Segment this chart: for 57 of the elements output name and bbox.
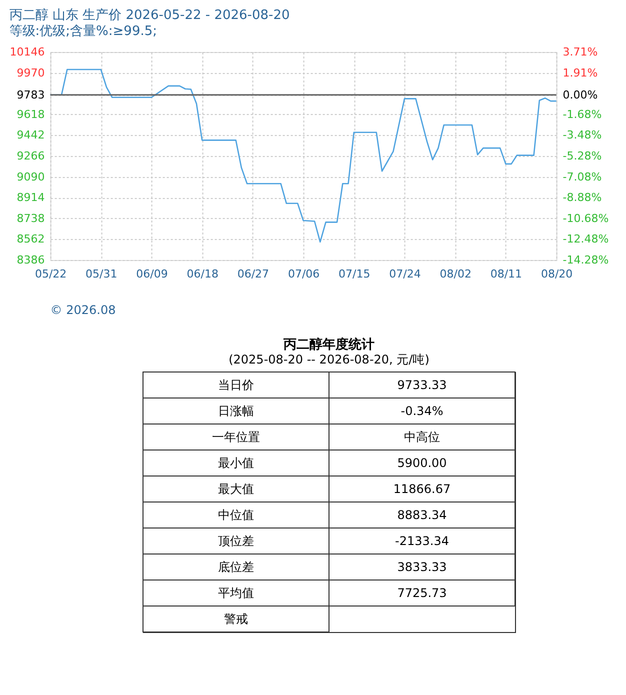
text: -0.34%: [400, 404, 444, 418]
y2-tick-label: 3.71%: [562, 46, 598, 58]
x-tick-label: 08/11: [490, 268, 522, 280]
text: 中高位: [404, 430, 440, 444]
text: -2133.34: [395, 534, 449, 548]
text: 11866.67: [393, 482, 451, 496]
y2-tick-label: -12.48%: [562, 232, 609, 246]
y-tick-label: 9090: [16, 170, 45, 184]
chart-subtitle: 等级:优级;含量%:≥99.5;: [9, 24, 158, 39]
category-label: 当日价: [218, 378, 254, 392]
x-tick-label: 05/31: [86, 268, 118, 280]
text: 5900.00: [397, 456, 447, 470]
y-tick-label: 9783: [16, 88, 45, 102]
category-label: 日涨幅: [218, 404, 254, 418]
y2-tick-label: 1.91%: [562, 66, 598, 80]
y-tick-label: 8738: [16, 212, 45, 225]
x-tick-label: 07/15: [338, 268, 370, 280]
text: (2025-08-20 -- 2026-08-20, 元/吨): [228, 352, 430, 366]
y2-tick-label: -7.08%: [562, 170, 602, 184]
category-label: 警戒: [224, 612, 248, 626]
y2-tick-label: 0.00%: [562, 88, 598, 102]
y-tick-label: 9266: [16, 150, 45, 162]
category-label: 最小值: [218, 456, 254, 470]
text: 3833.33: [397, 560, 447, 574]
x-tick-label: 08/20: [540, 268, 573, 280]
y2-tick-label: -1.68%: [562, 108, 602, 121]
y-tick-label: 9618: [16, 108, 45, 121]
x-tick-label: 06/18: [186, 268, 218, 280]
text: 丙二醇年度统计: [282, 336, 374, 352]
x-tick-label: 07/06: [288, 268, 320, 280]
y-tick-label: 10146: [10, 46, 45, 58]
text: 9733.33: [397, 378, 447, 392]
category-label: 一年位置: [212, 430, 260, 444]
y2-tick-label: -8.88%: [562, 191, 602, 204]
y-tick-label: 8914: [16, 191, 45, 204]
x-tick-label: 08/02: [440, 268, 472, 280]
y2-tick-label: -10.68%: [562, 212, 609, 225]
y2-tick-label: -3.48%: [562, 128, 602, 142]
category-label: 底位差: [218, 560, 254, 574]
y2-tick-label: -5.28%: [562, 149, 602, 162]
y-tick-label: 8562: [16, 232, 45, 246]
category-label: 最大值: [218, 482, 254, 496]
x-tick-label: 07/24: [389, 268, 421, 280]
y-tick-label: 9970: [16, 66, 45, 80]
chart-title: 丙二醇 山东 生产价 2026-05-22 - 2026-08-20: [9, 8, 290, 23]
y-tick-label: 8386: [16, 254, 45, 266]
text: 8883.34: [397, 508, 447, 522]
text: 7725.73: [397, 586, 447, 600]
x-tick-label: 05/22: [34, 268, 67, 280]
category-label: 中位值: [218, 508, 254, 522]
x-tick-label: 06/27: [237, 268, 270, 280]
y2-tick-label: -14.28%: [562, 254, 609, 266]
category-label: 平均值: [218, 586, 254, 600]
text: © 2026.08: [50, 303, 116, 317]
x-tick-label: 06/09: [136, 268, 168, 280]
category-label: 顶位差: [218, 534, 254, 548]
y-tick-label: 9442: [16, 128, 45, 142]
